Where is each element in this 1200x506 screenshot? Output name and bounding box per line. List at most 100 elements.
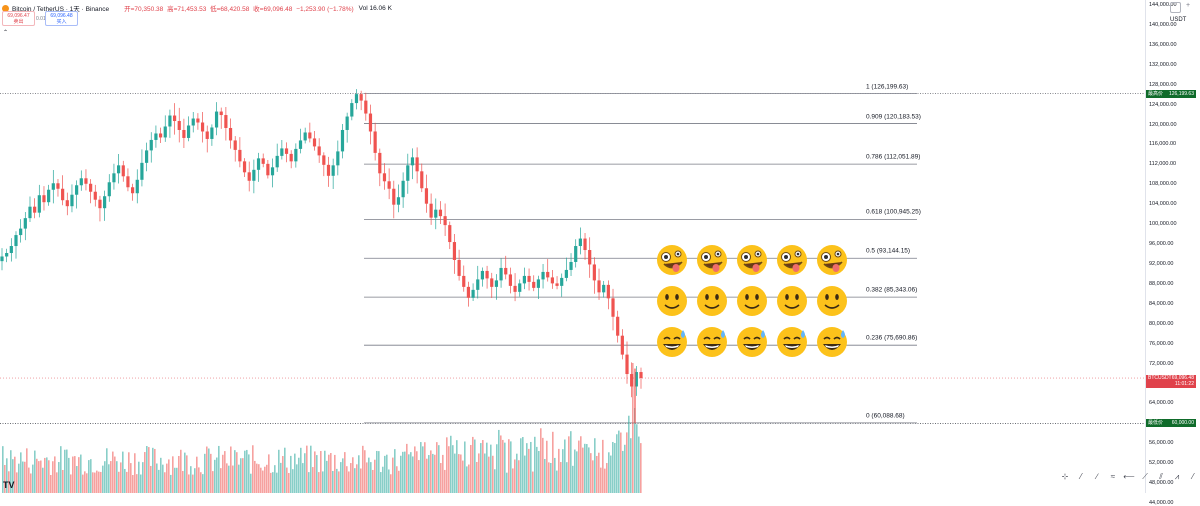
volume-bar xyxy=(34,450,36,493)
volume-bar xyxy=(574,449,576,493)
sell-button[interactable]: 69,096.47 卖出 xyxy=(2,11,35,26)
drawing-tool-icon[interactable]: ⩘ xyxy=(1174,472,1180,481)
volume-bar xyxy=(2,446,4,493)
candle-body xyxy=(466,286,471,298)
price-tick-label: 116,000.00 xyxy=(1149,141,1177,148)
candle-body xyxy=(294,148,298,162)
volume-bar xyxy=(578,440,580,493)
volume-bar xyxy=(608,452,610,493)
price-tick-label: 132,000.00 xyxy=(1149,61,1177,68)
candle-body xyxy=(443,216,447,226)
chart-stage[interactable] xyxy=(0,0,1200,493)
volume-bar xyxy=(616,434,618,493)
volume-bar xyxy=(444,469,446,493)
volume-bar xyxy=(246,449,248,493)
volume-bar xyxy=(140,474,142,493)
price-axis[interactable] xyxy=(1145,0,1200,493)
volume-bar xyxy=(354,468,356,493)
volume-bar xyxy=(390,474,392,493)
volume-bar xyxy=(258,464,260,493)
volume-bar xyxy=(170,474,172,493)
volume-bar xyxy=(500,435,502,493)
sell-label: 卖出 xyxy=(13,19,24,25)
drawing-tool-icon[interactable]: ∕ xyxy=(1096,472,1098,481)
fib-level-label: 0.618 (100,945.25) xyxy=(866,208,921,216)
volume-bar xyxy=(638,436,640,493)
settings-square-icon[interactable] xyxy=(1170,2,1181,13)
add-icon[interactable]: + xyxy=(1186,2,1191,9)
volume-bar xyxy=(596,455,598,493)
volume-bar xyxy=(152,447,154,493)
drawing-tool-icon[interactable]: ⟋ xyxy=(1142,472,1148,481)
volume-bar xyxy=(282,456,284,493)
candle-body xyxy=(448,225,452,243)
volume-bar xyxy=(44,457,46,493)
volume-bar xyxy=(220,468,222,493)
volume-bar xyxy=(348,471,350,493)
candle-body xyxy=(228,127,233,141)
volume-bar xyxy=(158,469,160,493)
drawing-tool-icon[interactable]: ⟵ xyxy=(1123,472,1135,481)
volume-bar xyxy=(532,471,534,493)
symbol-title[interactable]: Bitcoin / TetherUS · 1天 · Binance xyxy=(12,6,110,13)
volume-bar xyxy=(132,474,134,493)
volume-bar xyxy=(404,451,406,493)
drawing-tool-icon[interactable]: ⊹ xyxy=(1061,472,1069,481)
volume-bar xyxy=(326,460,328,493)
volume-bar xyxy=(300,447,302,493)
volume-bar xyxy=(82,474,84,493)
candle-body xyxy=(410,157,415,166)
price-tick-label: 64,000.00 xyxy=(1149,400,1174,407)
collapse-legend-icon[interactable]: ⌃ xyxy=(3,30,9,36)
candle-body xyxy=(560,277,564,286)
volume-bar xyxy=(540,428,542,493)
volume-bar xyxy=(386,454,388,493)
high-tag-value: 126,199.63 xyxy=(1168,90,1194,97)
candle-body xyxy=(172,115,177,122)
smiling-face-emoji-icon xyxy=(657,286,687,316)
drawing-tool-icon[interactable]: ≈ xyxy=(1110,472,1116,481)
candle-body xyxy=(19,228,23,236)
volume-bar xyxy=(148,447,150,493)
volume-bar xyxy=(432,453,434,493)
candle-body xyxy=(508,274,513,286)
volume-bar xyxy=(508,439,510,493)
volume-bar xyxy=(212,471,214,493)
currency-label[interactable]: USDT xyxy=(1170,17,1187,23)
candle-body xyxy=(485,270,489,279)
volume-bar xyxy=(356,464,358,493)
buy-button[interactable]: 69,096.48 买入 xyxy=(45,11,78,26)
drawing-tool-icon[interactable]: ⁄ xyxy=(1080,472,1082,481)
candle-body xyxy=(158,133,163,138)
candle-body xyxy=(317,146,321,156)
volume-bar xyxy=(314,451,316,493)
volume-bar xyxy=(384,455,386,493)
candle-body xyxy=(308,132,312,139)
candle-body xyxy=(112,173,116,183)
spread-value: 0.01 xyxy=(36,16,46,22)
volume-bar xyxy=(276,472,278,493)
candle-body xyxy=(527,275,531,282)
candle-body xyxy=(368,113,373,132)
volume-bar xyxy=(510,441,512,493)
candle-body xyxy=(536,279,540,288)
volume-bar xyxy=(410,452,412,493)
volume-bar xyxy=(42,467,44,493)
drawing-tool-icon[interactable]: ⫽ xyxy=(1159,472,1163,481)
candle-body xyxy=(200,122,205,132)
volume-bar xyxy=(130,463,132,493)
grinning-face-with-sweat-emoji-icon xyxy=(777,327,807,357)
volume-bar xyxy=(544,458,546,493)
volume-bar xyxy=(150,465,152,493)
candle-body xyxy=(611,298,615,317)
volume-value: Vol 16.06 K xyxy=(358,4,392,12)
candle-body xyxy=(583,238,587,251)
volume-bar xyxy=(128,452,130,493)
volume-bar xyxy=(350,463,352,493)
price-tick-label: 92,000.00 xyxy=(1149,260,1174,267)
candle-body xyxy=(126,176,130,188)
volume-bar xyxy=(494,469,496,493)
drawing-tool-icon[interactable]: ⁄ xyxy=(1192,472,1194,481)
volume-bar xyxy=(304,453,306,493)
price-chart[interactable] xyxy=(0,0,1200,493)
